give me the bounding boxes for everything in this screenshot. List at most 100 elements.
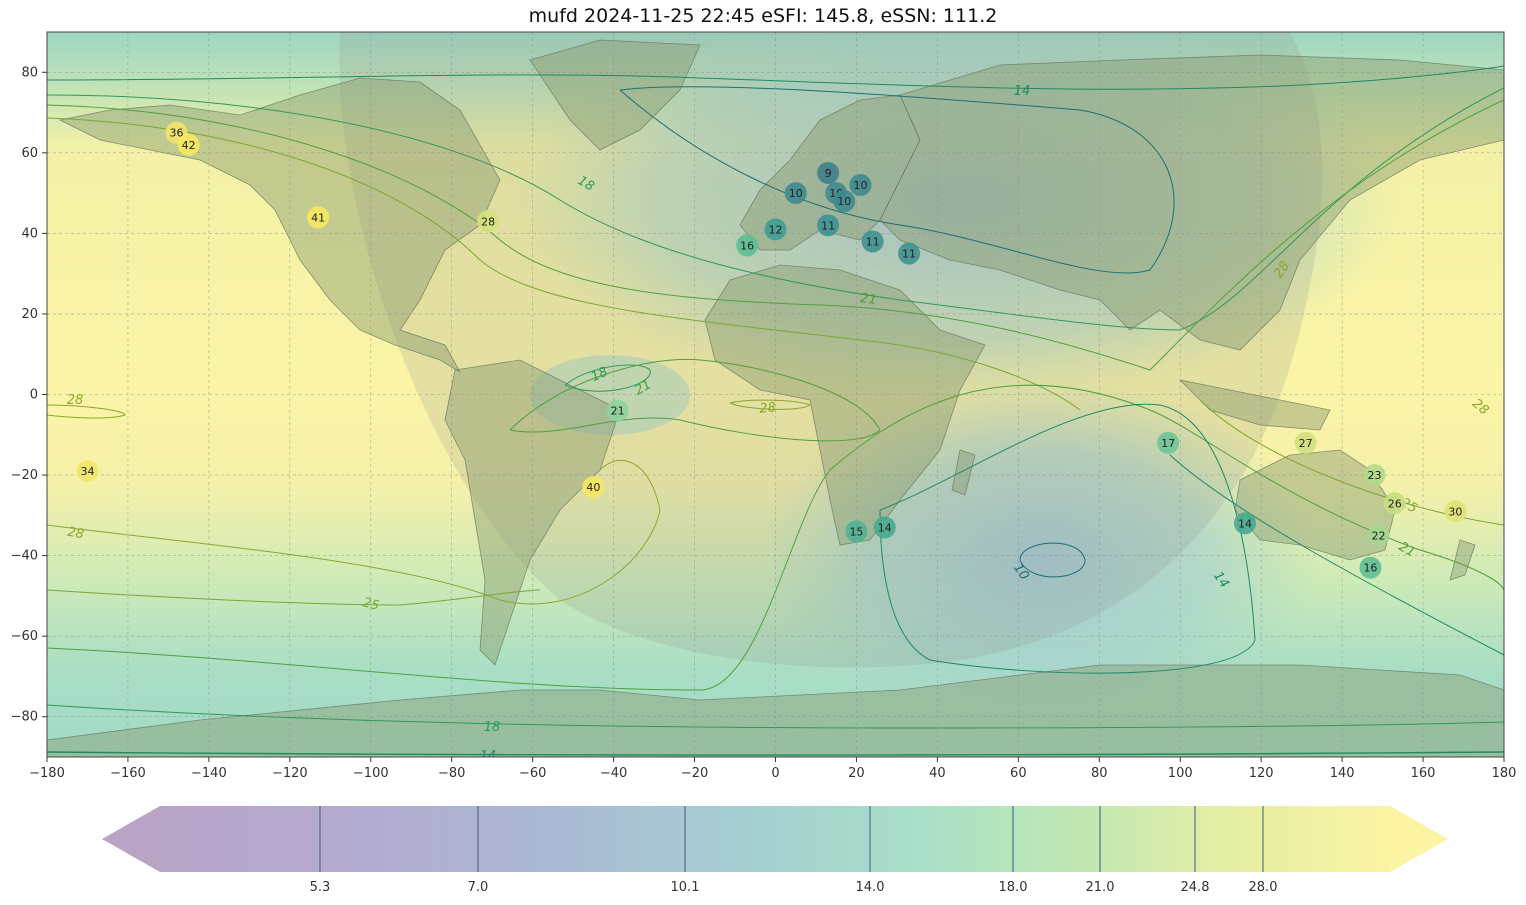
colorbar-max-extension [1390, 806, 1448, 872]
x-tick-label: 20 [848, 766, 865, 781]
station-value: 30 [1448, 505, 1462, 518]
contour-14-north [47, 65, 1504, 90]
contour-label-18: 18 [589, 365, 610, 386]
x-tick-label: 160 [1411, 766, 1436, 781]
station-dot [845, 520, 868, 543]
x-tick-label: 80 [1091, 766, 1108, 781]
contour-18-atlantic [564, 364, 651, 392]
station-dot [1383, 492, 1406, 515]
station-marker: 41 [307, 206, 330, 229]
y-tick-label: −80 [11, 710, 38, 725]
x-tick-label: −60 [519, 766, 546, 781]
y-tick-label: 0 [30, 388, 38, 403]
station-marker: 28 [477, 210, 500, 233]
chart-title: mufd 2024-11-25 22:45 eSFI: 145.8, eSSN:… [528, 5, 998, 27]
station-dot [817, 161, 840, 184]
contour-21-north [47, 99, 1504, 371]
colorbar-gradient [160, 806, 1390, 872]
contour-28-pacific [47, 404, 126, 419]
contour-label-18: 18 [484, 720, 501, 735]
station-marker: 14 [873, 516, 896, 539]
station-value: 10 [853, 179, 867, 192]
contour-label-18: 18 [575, 173, 597, 194]
station-marker: 16 [1359, 556, 1382, 579]
station-dot [817, 214, 840, 237]
station-dot [477, 210, 500, 233]
station-dot [1233, 512, 1256, 535]
contour-18-bottom [47, 704, 1504, 729]
x-tick-label: −80 [438, 766, 465, 781]
x-axis: −180 −160 −140 −120 −100 −80 −60 −40 −20 0 20 40 60 8… [29, 757, 1516, 781]
station-value: 28 [481, 215, 495, 228]
station-value: 16 [740, 239, 754, 252]
plot-area: 14 18 21 18 21 28 28 28 28 28 25 25 21 1… [47, 32, 1504, 764]
station-value: 22 [1372, 529, 1386, 542]
station-dot [784, 182, 807, 205]
colorbar-tick-label: 14.0 [856, 880, 885, 895]
station-marker: 11 [861, 230, 884, 253]
station-value: 34 [80, 465, 94, 478]
station-marker: 42 [177, 133, 200, 156]
station-value: 11 [902, 248, 916, 261]
station-marker: 40 [582, 476, 605, 499]
station-marker: 10 [849, 174, 872, 197]
station-marker: 9 [817, 161, 840, 184]
station-dot [849, 174, 872, 197]
station-marker: 34 [76, 460, 99, 483]
night-shading [339, 32, 1323, 668]
greenland [529, 39, 701, 151]
x-tick-label: −160 [110, 766, 146, 781]
station-value: 21 [611, 405, 625, 418]
station-dot [873, 516, 896, 539]
station-marker: 21 [606, 399, 629, 422]
land-masses [47, 39, 1504, 757]
station-dot [76, 460, 99, 483]
station-dot [1367, 524, 1390, 547]
station-value: 40 [586, 481, 600, 494]
station-dot [861, 230, 884, 253]
x-tick-label: −20 [681, 766, 708, 781]
colorbar-tick-label: 28.0 [1249, 880, 1278, 895]
station-marker: 15 [845, 520, 868, 543]
station-value: 41 [311, 211, 325, 224]
station-dot [764, 218, 787, 241]
x-tick-label: −180 [29, 766, 65, 781]
contour-label-25: 25 [361, 595, 381, 614]
station-dot [582, 476, 605, 499]
station-marker: 26 [1383, 492, 1406, 515]
contour-25-south [47, 589, 541, 606]
station-dot [736, 234, 759, 257]
station-value: 26 [1388, 497, 1402, 510]
station-dot [177, 133, 200, 156]
contour-18-north [47, 87, 1504, 331]
contour-label-21: 21 [859, 291, 877, 308]
y-tick-label: −20 [11, 468, 38, 483]
contour-label-21: 21 [1396, 539, 1418, 560]
station-value: 12 [769, 223, 783, 236]
contour-28-south [47, 460, 661, 605]
contour-label-14: 14 [480, 749, 497, 764]
y-tick-label: −60 [11, 629, 38, 644]
x-tick-label: −120 [272, 766, 308, 781]
x-tick-label: −140 [191, 766, 227, 781]
colorbar-tick-label: 10.1 [671, 880, 700, 895]
station-value: 36 [170, 127, 184, 140]
station-value: 17 [1161, 437, 1175, 450]
southeast-asia-islands [1178, 379, 1331, 431]
station-dot [898, 242, 921, 265]
y-tick-label: −40 [11, 549, 38, 564]
x-tick-label: 60 [1010, 766, 1027, 781]
x-tick-label: −100 [353, 766, 389, 781]
station-value: 10 [789, 187, 803, 200]
new-zealand [1449, 539, 1476, 581]
y-tick-label: 40 [21, 226, 38, 241]
x-tick-label: 40 [929, 766, 946, 781]
contour-10-north [619, 86, 1175, 274]
station-dot [307, 206, 330, 229]
contour-lines [47, 65, 1504, 756]
north-america [58, 77, 501, 374]
x-tick-label: 100 [1168, 766, 1193, 781]
station-value: 11 [866, 235, 880, 248]
